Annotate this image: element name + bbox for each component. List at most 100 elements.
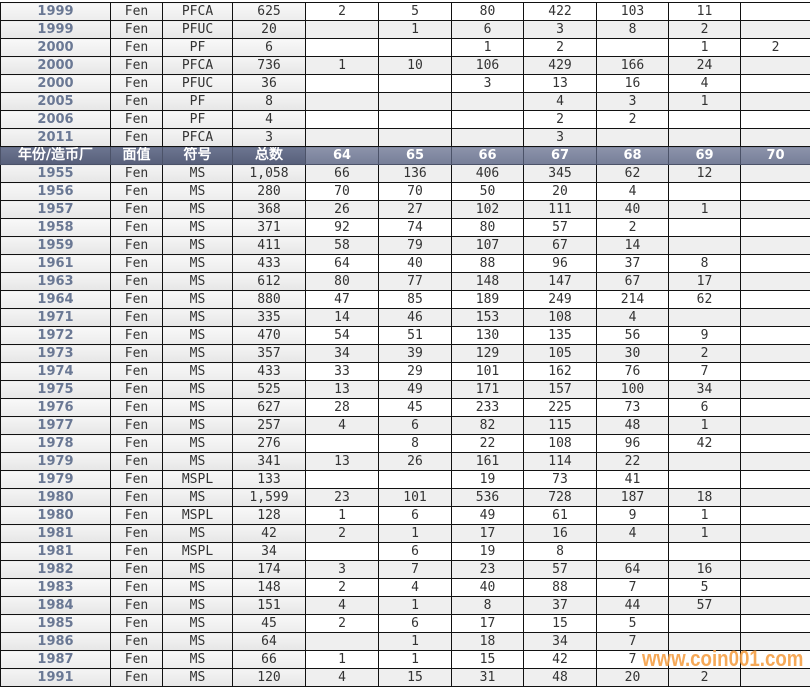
- cell-symbol[interactable]: MS: [163, 201, 233, 219]
- cell-denomination[interactable]: Fen: [111, 75, 163, 93]
- cell-grade-66[interactable]: 19: [452, 471, 524, 489]
- cell-grade-64[interactable]: [306, 39, 379, 57]
- cell-grade-69[interactable]: [669, 453, 741, 471]
- cell-total[interactable]: 66: [233, 651, 306, 669]
- cell-grade-65[interactable]: 6: [379, 543, 452, 561]
- cell-grade-70[interactable]: [741, 255, 810, 273]
- cell-total[interactable]: 148: [233, 579, 306, 597]
- cell-grade-66[interactable]: 189: [452, 291, 524, 309]
- cell-symbol[interactable]: MS: [163, 273, 233, 291]
- cell-grade-67[interactable]: 2: [524, 39, 597, 57]
- cell-grade-64[interactable]: 70: [306, 183, 379, 201]
- cell-symbol[interactable]: PF: [163, 93, 233, 111]
- cell-grade-64[interactable]: [306, 435, 379, 453]
- cell-grade-67[interactable]: 15: [524, 615, 597, 633]
- cell-grade-66[interactable]: 161: [452, 453, 524, 471]
- cell-grade-65[interactable]: 27: [379, 201, 452, 219]
- cell-total[interactable]: 433: [233, 255, 306, 273]
- cell-grade-66[interactable]: 8: [452, 597, 524, 615]
- cell-grade-69[interactable]: [669, 219, 741, 237]
- cell-total[interactable]: 525: [233, 381, 306, 399]
- cell-grade-70[interactable]: [741, 309, 810, 327]
- cell-total[interactable]: 45: [233, 615, 306, 633]
- cell-grade-70[interactable]: [741, 435, 810, 453]
- cell-grade-67[interactable]: 42: [524, 651, 597, 669]
- cell-year[interactable]: 1987: [1, 651, 111, 669]
- cell-year[interactable]: 1964: [1, 291, 111, 309]
- cell-grade-69[interactable]: 5: [669, 579, 741, 597]
- cell-grade-68[interactable]: 187: [597, 489, 669, 507]
- cell-grade-66[interactable]: 49: [452, 507, 524, 525]
- cell-grade-70[interactable]: [741, 291, 810, 309]
- cell-year[interactable]: 1972: [1, 327, 111, 345]
- cell-grade-66[interactable]: [452, 93, 524, 111]
- cell-total[interactable]: 3: [233, 129, 306, 147]
- cell-year[interactable]: 2000: [1, 57, 111, 75]
- cell-grade-65[interactable]: 40: [379, 255, 452, 273]
- cell-grade-70[interactable]: [741, 165, 810, 183]
- cell-symbol[interactable]: MSPL: [163, 543, 233, 561]
- cell-denomination[interactable]: Fen: [111, 291, 163, 309]
- cell-grade-69[interactable]: 18: [669, 489, 741, 507]
- cell-grade-69[interactable]: [669, 129, 741, 147]
- cell-grade-70[interactable]: [741, 21, 810, 39]
- cell-grade-68[interactable]: 7: [597, 579, 669, 597]
- cell-grade-70[interactable]: [741, 471, 810, 489]
- cell-denomination[interactable]: Fen: [111, 651, 163, 669]
- cell-grade-65[interactable]: 1: [379, 525, 452, 543]
- cell-symbol[interactable]: MS: [163, 219, 233, 237]
- cell-grade-69[interactable]: [669, 183, 741, 201]
- cell-grade-69[interactable]: 12: [669, 165, 741, 183]
- cell-grade-68[interactable]: 4: [597, 309, 669, 327]
- cell-denomination[interactable]: Fen: [111, 453, 163, 471]
- cell-denomination[interactable]: Fen: [111, 129, 163, 147]
- cell-grade-69[interactable]: 6: [669, 399, 741, 417]
- cell-grade-66[interactable]: 406: [452, 165, 524, 183]
- cell-grade-70[interactable]: [741, 489, 810, 507]
- cell-symbol[interactable]: MS: [163, 615, 233, 633]
- cell-year[interactable]: 1981: [1, 543, 111, 561]
- cell-grade-67[interactable]: 115: [524, 417, 597, 435]
- cell-grade-69[interactable]: 2: [669, 345, 741, 363]
- cell-denomination[interactable]: Fen: [111, 309, 163, 327]
- cell-grade-64[interactable]: [306, 93, 379, 111]
- cell-year[interactable]: 1974: [1, 363, 111, 381]
- cell-year[interactable]: 1957: [1, 201, 111, 219]
- cell-grade-67[interactable]: 88: [524, 579, 597, 597]
- cell-grade-70[interactable]: [741, 453, 810, 471]
- cell-grade-69[interactable]: 9: [669, 327, 741, 345]
- cell-total[interactable]: 880: [233, 291, 306, 309]
- cell-denomination[interactable]: Fen: [111, 579, 163, 597]
- cell-grade-67[interactable]: 105: [524, 345, 597, 363]
- cell-total[interactable]: 8: [233, 93, 306, 111]
- cell-year[interactable]: 1985: [1, 615, 111, 633]
- cell-grade-67[interactable]: 4: [524, 93, 597, 111]
- header-cell-grade-65[interactable]: 65: [379, 147, 452, 165]
- cell-total[interactable]: 335: [233, 309, 306, 327]
- cell-grade-67[interactable]: 34: [524, 633, 597, 651]
- cell-grade-67[interactable]: 8: [524, 543, 597, 561]
- cell-grade-64[interactable]: 1: [306, 507, 379, 525]
- cell-grade-68[interactable]: [597, 129, 669, 147]
- cell-grade-68[interactable]: 166: [597, 57, 669, 75]
- cell-grade-68[interactable]: 96: [597, 435, 669, 453]
- cell-grade-66[interactable]: 18: [452, 633, 524, 651]
- cell-denomination[interactable]: Fen: [111, 381, 163, 399]
- cell-grade-69[interactable]: 57: [669, 597, 741, 615]
- cell-grade-66[interactable]: 171: [452, 381, 524, 399]
- cell-grade-68[interactable]: 56: [597, 327, 669, 345]
- cell-symbol[interactable]: MS: [163, 579, 233, 597]
- cell-year[interactable]: 1983: [1, 579, 111, 597]
- cell-grade-68[interactable]: 62: [597, 165, 669, 183]
- cell-grade-68[interactable]: 30: [597, 345, 669, 363]
- cell-total[interactable]: 625: [233, 3, 306, 21]
- cell-grade-65[interactable]: [379, 129, 452, 147]
- cell-grade-65[interactable]: [379, 75, 452, 93]
- cell-year[interactable]: 1980: [1, 489, 111, 507]
- cell-total[interactable]: 257: [233, 417, 306, 435]
- cell-denomination[interactable]: Fen: [111, 633, 163, 651]
- cell-grade-67[interactable]: 3: [524, 129, 597, 147]
- cell-year[interactable]: 1999: [1, 3, 111, 21]
- cell-year[interactable]: 1959: [1, 237, 111, 255]
- cell-grade-69[interactable]: 16: [669, 561, 741, 579]
